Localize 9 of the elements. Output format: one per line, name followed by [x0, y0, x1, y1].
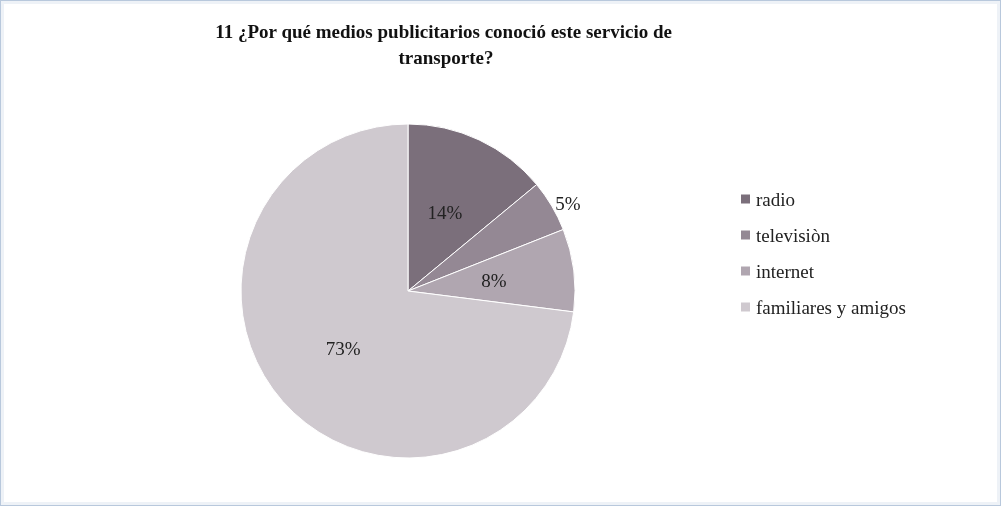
- data-label: 8%: [481, 269, 507, 291]
- data-label: 5%: [555, 193, 581, 215]
- chart-title: 11 ¿Por qué medios publicitarios conoció este servicio de transporte?: [215, 20, 677, 68]
- legend-label: familiares y amigos: [756, 296, 906, 318]
- legend-label: internet: [756, 260, 815, 282]
- data-label: 73%: [325, 337, 361, 359]
- legend-label: televisiòn: [756, 224, 831, 246]
- data-label: 14%: [427, 202, 463, 224]
- legend-label: radio: [756, 188, 796, 210]
